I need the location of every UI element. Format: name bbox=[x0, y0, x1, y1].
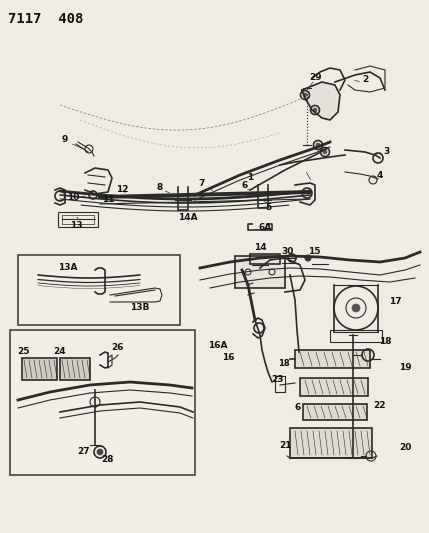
Text: 18: 18 bbox=[278, 359, 290, 367]
Bar bbox=[300, 378, 368, 396]
Text: 12: 12 bbox=[116, 185, 128, 195]
Text: 25: 25 bbox=[18, 348, 30, 357]
Bar bbox=[235, 256, 285, 288]
Text: 22: 22 bbox=[374, 400, 386, 409]
Text: 14A: 14A bbox=[178, 214, 198, 222]
Text: 16: 16 bbox=[222, 353, 234, 362]
Bar bbox=[295, 350, 370, 368]
Text: 6: 6 bbox=[295, 402, 301, 411]
Text: 6: 6 bbox=[242, 181, 248, 190]
Text: 8: 8 bbox=[157, 183, 163, 192]
Text: 17: 17 bbox=[389, 297, 401, 306]
Text: 15: 15 bbox=[308, 247, 320, 256]
Text: 26: 26 bbox=[112, 343, 124, 352]
Text: 21: 21 bbox=[279, 440, 291, 449]
Bar bbox=[18, 255, 180, 325]
Text: 7: 7 bbox=[199, 180, 205, 189]
Text: 11: 11 bbox=[102, 196, 114, 205]
Circle shape bbox=[97, 449, 103, 455]
Bar bbox=[250, 254, 280, 264]
Text: 19: 19 bbox=[399, 364, 411, 373]
Circle shape bbox=[303, 93, 307, 97]
Bar bbox=[60, 358, 90, 380]
Text: 5: 5 bbox=[265, 203, 271, 212]
Bar bbox=[10, 330, 195, 475]
Text: 30: 30 bbox=[282, 247, 294, 256]
Circle shape bbox=[316, 143, 320, 147]
Text: 9: 9 bbox=[62, 135, 68, 144]
Text: 4: 4 bbox=[377, 172, 383, 181]
Text: 10: 10 bbox=[67, 193, 79, 203]
Bar bbox=[303, 404, 367, 420]
Text: 16A: 16A bbox=[208, 341, 228, 350]
Text: 28: 28 bbox=[102, 456, 114, 464]
Circle shape bbox=[313, 108, 317, 112]
Text: 29: 29 bbox=[310, 74, 322, 83]
Bar bbox=[290, 428, 372, 458]
Text: 23: 23 bbox=[272, 376, 284, 384]
Bar bbox=[22, 358, 57, 380]
Polygon shape bbox=[302, 82, 340, 120]
Bar bbox=[330, 330, 382, 342]
Bar bbox=[58, 212, 98, 227]
Text: 20: 20 bbox=[399, 442, 411, 451]
Text: 13A: 13A bbox=[58, 263, 78, 272]
Text: 3: 3 bbox=[383, 148, 389, 157]
Text: 24: 24 bbox=[54, 348, 66, 357]
Text: 14: 14 bbox=[254, 244, 266, 253]
Text: 1: 1 bbox=[247, 174, 253, 182]
Text: 6A: 6A bbox=[258, 223, 272, 232]
Circle shape bbox=[352, 304, 360, 312]
Text: 7117  408: 7117 408 bbox=[8, 12, 83, 26]
Text: 27: 27 bbox=[78, 448, 91, 456]
Text: 13: 13 bbox=[70, 222, 82, 230]
Text: 18: 18 bbox=[379, 337, 391, 346]
Text: 13B: 13B bbox=[130, 303, 150, 311]
Text: 2: 2 bbox=[362, 76, 368, 85]
Circle shape bbox=[305, 255, 311, 261]
Bar bbox=[62, 215, 94, 224]
Circle shape bbox=[323, 150, 327, 154]
